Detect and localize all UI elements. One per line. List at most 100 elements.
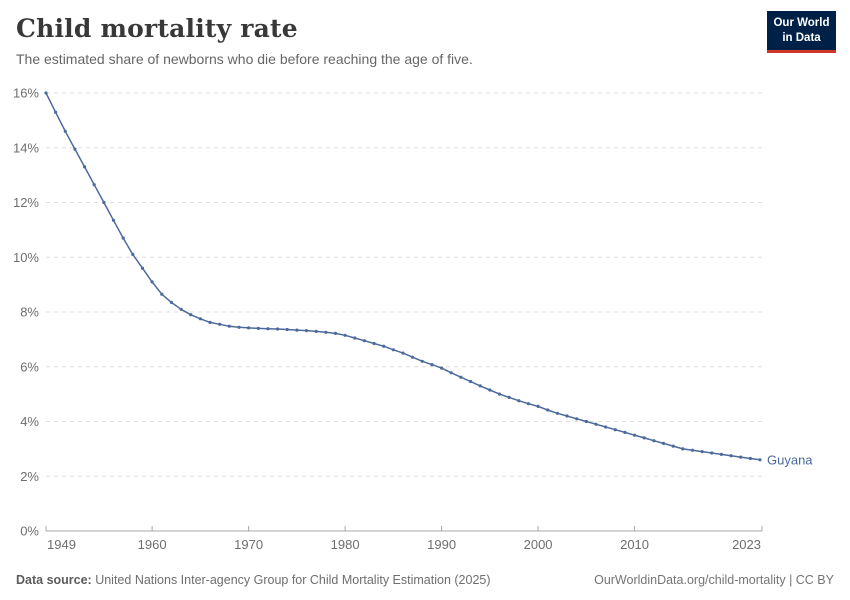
data-point[interactable] <box>353 336 357 340</box>
data-point[interactable] <box>179 307 183 311</box>
data-point[interactable] <box>401 351 405 355</box>
data-point[interactable] <box>44 91 48 95</box>
data-point[interactable] <box>700 450 704 454</box>
data-point[interactable] <box>131 252 135 257</box>
data-point[interactable] <box>623 430 627 434</box>
data-point[interactable] <box>440 366 444 370</box>
y-tick-label: 6% <box>20 359 39 374</box>
data-point[interactable] <box>488 388 492 392</box>
data-point[interactable] <box>497 392 502 396</box>
data-point[interactable] <box>189 313 193 317</box>
data-point[interactable] <box>565 414 569 418</box>
data-point[interactable] <box>642 436 646 440</box>
data-point[interactable] <box>314 329 318 333</box>
data-point[interactable] <box>83 165 87 169</box>
data-point[interactable] <box>449 371 453 375</box>
data-point[interactable] <box>169 300 173 304</box>
series-end-label[interactable]: Guyana <box>767 452 813 467</box>
data-point[interactable] <box>227 324 231 328</box>
data-point[interactable] <box>391 348 395 352</box>
data-point[interactable] <box>671 444 675 448</box>
data-point[interactable] <box>237 325 241 329</box>
data-point[interactable] <box>710 451 714 455</box>
data-point[interactable] <box>758 458 762 462</box>
data-point[interactable] <box>681 447 685 451</box>
y-tick-label: 8% <box>20 305 39 320</box>
data-point[interactable] <box>304 329 309 333</box>
data-point[interactable] <box>266 327 270 331</box>
x-tick-label: 1990 <box>427 537 456 552</box>
data-point[interactable] <box>430 363 434 367</box>
data-point[interactable] <box>198 317 202 321</box>
data-point[interactable] <box>218 322 222 326</box>
data-point[interactable] <box>111 218 116 222</box>
data-point[interactable] <box>333 331 338 335</box>
data-source: Data source: United Nations Inter-agency… <box>16 573 491 587</box>
data-point[interactable] <box>555 411 560 415</box>
y-tick-label: 0% <box>20 524 39 539</box>
data-point[interactable] <box>285 327 289 332</box>
chart-footer: Data source: United Nations Inter-agency… <box>16 573 834 587</box>
data-source-text: United Nations Inter-agency Group for Ch… <box>91 573 491 587</box>
y-tick-label: 10% <box>13 250 39 265</box>
owid-logo[interactable]: Our World in Data <box>767 11 836 53</box>
owid-logo-line2: in Data <box>782 31 821 44</box>
y-tick-label: 2% <box>20 469 39 484</box>
data-point[interactable] <box>546 408 550 412</box>
x-tick-label: 2000 <box>524 537 553 552</box>
y-tick-label: 4% <box>20 414 39 429</box>
data-point[interactable] <box>150 280 154 284</box>
data-point[interactable] <box>517 399 521 403</box>
data-point[interactable] <box>690 448 695 452</box>
data-point[interactable] <box>121 236 125 240</box>
data-point[interactable] <box>160 292 164 296</box>
data-point[interactable] <box>73 147 77 151</box>
data-point[interactable] <box>584 419 588 424</box>
data-point[interactable] <box>739 455 743 459</box>
data-point[interactable] <box>247 326 251 330</box>
data-source-label: Data source: <box>16 573 92 587</box>
data-point[interactable] <box>92 183 96 187</box>
data-point[interactable] <box>661 441 666 445</box>
data-point[interactable] <box>526 402 531 406</box>
data-point[interactable] <box>459 375 463 379</box>
data-point[interactable] <box>343 333 347 337</box>
data-point[interactable] <box>140 266 145 270</box>
page-title: Child mortality rate <box>16 14 298 43</box>
chart-header: Child mortality rate The estimated share… <box>16 14 740 67</box>
owid-logo-line1: Our World <box>773 17 830 29</box>
data-point[interactable] <box>507 395 511 399</box>
x-tick-label: 2010 <box>620 537 649 552</box>
data-point[interactable] <box>382 344 386 348</box>
data-point[interactable] <box>362 339 366 343</box>
data-point[interactable] <box>411 355 415 359</box>
data-point[interactable] <box>295 328 299 332</box>
data-point[interactable] <box>63 129 67 133</box>
data-point[interactable] <box>594 422 598 426</box>
data-point[interactable] <box>729 454 733 458</box>
data-point[interactable] <box>372 341 376 346</box>
data-point[interactable] <box>276 327 280 331</box>
data-point[interactable] <box>420 359 424 363</box>
data-point[interactable] <box>719 452 724 456</box>
page-subtitle: The estimated share of newborns who die … <box>16 51 473 67</box>
x-tick-label: 1960 <box>138 537 167 552</box>
data-point[interactable] <box>54 110 58 114</box>
data-point[interactable] <box>575 417 579 421</box>
x-tick-label: 1970 <box>234 537 263 552</box>
data-point[interactable] <box>613 428 617 432</box>
data-point[interactable] <box>748 456 753 461</box>
data-point[interactable] <box>633 433 637 437</box>
data-point[interactable] <box>536 404 540 408</box>
data-point[interactable] <box>256 326 260 330</box>
data-point[interactable] <box>102 200 106 205</box>
data-point[interactable] <box>324 330 328 334</box>
data-point[interactable] <box>478 384 482 388</box>
y-tick-label: 12% <box>13 195 39 210</box>
data-point[interactable] <box>652 439 656 443</box>
data-point[interactable] <box>468 379 473 384</box>
footer-link[interactable]: OurWorldinData.org/child-mortality | CC … <box>594 573 834 587</box>
data-point[interactable] <box>208 320 212 324</box>
data-point[interactable] <box>604 425 608 429</box>
